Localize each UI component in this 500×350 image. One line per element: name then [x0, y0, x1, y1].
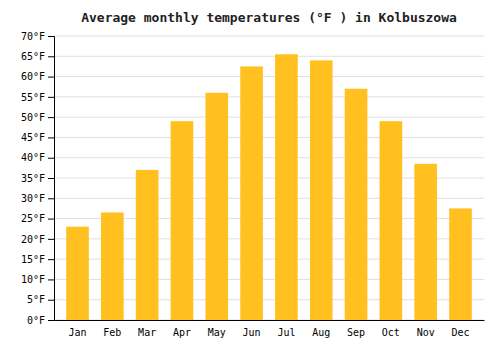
y-tick-mark [48, 56, 54, 57]
grid-line [54, 36, 484, 37]
y-tick-mark [48, 259, 54, 260]
x-tick-label: Oct [382, 327, 400, 338]
y-tick: 70°F [21, 31, 54, 42]
y-tick-label: 60°F [21, 71, 45, 82]
y-tick-mark [48, 158, 54, 159]
y-tick-mark [48, 279, 54, 280]
bar [275, 54, 298, 320]
x-tick: Nov [417, 327, 435, 338]
y-tick: 5°F [27, 294, 54, 305]
y-tick-label: 55°F [21, 92, 45, 103]
y-tick-mark [48, 239, 54, 240]
y-tick-label: 65°F [21, 51, 45, 62]
x-tick-label: Dec [451, 327, 469, 338]
x-tick: Oct [382, 327, 400, 338]
bar [66, 227, 89, 320]
grid [54, 36, 484, 320]
y-tick-mark [48, 97, 54, 98]
y-tick-mark [48, 137, 54, 138]
grid-line [54, 96, 484, 97]
bar [345, 89, 368, 320]
y-tick-mark [48, 36, 54, 37]
bar [449, 208, 472, 320]
grid-line [54, 157, 484, 158]
y-tick-label: 20°F [21, 234, 45, 245]
bar [240, 66, 263, 320]
y-tick: 0°F [27, 315, 54, 326]
y-tick-label: 45°F [21, 132, 45, 143]
y-tick: 30°F [21, 193, 54, 204]
y-tick-label: 0°F [27, 315, 45, 326]
y-tick-label: 70°F [21, 31, 45, 42]
x-axis-line [55, 320, 485, 321]
chart-container: 0°F 5°F 10°F 15°F 20°F 25°F 30°F 35°F 40°F 45°F 50… [0, 0, 500, 350]
y-tick-mark [48, 320, 54, 321]
x-tick-label: Apr [173, 327, 191, 338]
y-tick: 10°F [21, 274, 54, 285]
y-axis-line [48, 37, 55, 321]
x-tick: Jun [243, 327, 261, 338]
x-tick: Feb [103, 327, 121, 338]
bar [205, 93, 228, 320]
x-tick: Aug [312, 327, 330, 338]
x-tick-label: Feb [103, 327, 121, 338]
y-tick-label: 25°F [21, 213, 45, 224]
y-tick-label: 35°F [21, 173, 45, 184]
y-tick-label: 15°F [21, 254, 45, 265]
y-tick: 35°F [21, 173, 54, 184]
y-tick-mark [48, 219, 54, 220]
bar [380, 121, 403, 320]
y-tick: 40°F [21, 152, 54, 163]
y-tick: 60°F [21, 71, 54, 82]
grid-line [54, 117, 484, 118]
grid-line [54, 56, 484, 57]
bar [171, 121, 194, 320]
x-tick: Jan [68, 327, 86, 338]
x-tick: Jul [277, 327, 295, 338]
x-tick-label: Nov [417, 327, 435, 338]
y-tick-label: 10°F [21, 274, 45, 285]
y-tick: 20°F [21, 234, 54, 245]
x-tick: May [208, 327, 226, 338]
y-tick: 15°F [21, 254, 54, 265]
x-tick-label: Jan [68, 327, 86, 338]
x-tick: Apr [173, 327, 191, 338]
y-tick-label: 40°F [21, 152, 45, 163]
y-tick: 65°F [21, 51, 54, 62]
grid-line [54, 137, 484, 138]
y-tick: 45°F [21, 132, 54, 143]
y-tick-mark [48, 117, 54, 118]
x-tick-label: Jun [243, 327, 261, 338]
bar [414, 164, 437, 320]
x-tick-label: Mar [138, 327, 156, 338]
x-tick: Mar [138, 327, 156, 338]
y-tick-label: 5°F [27, 294, 45, 305]
bars [66, 54, 472, 320]
y-tick: 55°F [21, 92, 54, 103]
y-tick: 50°F [21, 112, 54, 123]
y-tick-mark [48, 198, 54, 199]
y-tick-label: 50°F [21, 112, 45, 123]
bar [310, 60, 333, 320]
y-tick-mark [48, 77, 54, 78]
title: Average monthly temperatures (°F ) in Ko… [81, 10, 457, 25]
grid-line [54, 76, 484, 77]
x-tick: Dec [451, 327, 469, 338]
x-axis: Jan Feb Mar Apr May Jun Jul Aug Sep Oct Nov Dec [55, 321, 485, 339]
y-tick-mark [48, 300, 54, 301]
y-tick-mark [48, 178, 54, 179]
bar [101, 212, 124, 320]
x-tick-label: May [208, 327, 226, 338]
y-tick: 25°F [21, 213, 54, 224]
y-axis: 0°F 5°F 10°F 15°F 20°F 25°F 30°F 35°F 40°F 45°F 50… [21, 31, 55, 326]
x-tick-label: Jul [277, 327, 295, 338]
x-tick-label: Sep [347, 327, 365, 338]
x-tick: Sep [347, 327, 365, 338]
y-tick-label: 30°F [21, 193, 45, 204]
bar [136, 170, 159, 320]
x-tick-label: Aug [312, 327, 330, 338]
chart-svg: 0°F 5°F 10°F 15°F 20°F 25°F 30°F 35°F 40°F 45°F 50… [0, 0, 500, 350]
